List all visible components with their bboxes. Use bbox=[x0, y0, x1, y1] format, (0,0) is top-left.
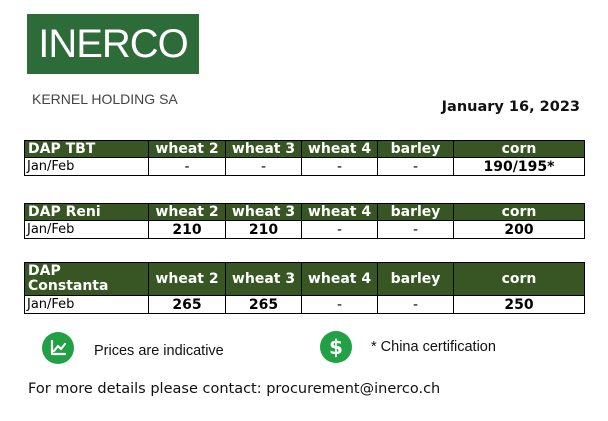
column-header: wheat 3 bbox=[225, 140, 302, 158]
logo-text: INERCO bbox=[38, 22, 189, 66]
price-cell: - bbox=[377, 220, 454, 239]
chart-icon bbox=[42, 332, 74, 364]
price-cell: 210 bbox=[148, 220, 226, 239]
price-table-tbt: DAP TBT wheat 2 wheat 3 wheat 4 barley c… bbox=[24, 140, 585, 176]
price-cell: - bbox=[377, 295, 454, 314]
price-cell: - bbox=[301, 157, 378, 176]
price-cell: - bbox=[301, 220, 378, 239]
price-cell: 200 bbox=[453, 220, 585, 239]
column-header: barley bbox=[377, 262, 454, 296]
price-table-constanta: DAP Constanta wheat 2 wheat 3 wheat 4 ba… bbox=[24, 262, 585, 314]
column-header: corn bbox=[453, 262, 585, 296]
table-header-row: DAP Constanta wheat 2 wheat 3 wheat 4 ba… bbox=[24, 262, 585, 296]
column-header: wheat 2 bbox=[148, 203, 226, 221]
column-header: barley bbox=[377, 203, 454, 221]
price-table-reni: DAP Reni wheat 2 wheat 3 wheat 4 barley … bbox=[24, 203, 585, 239]
port-name: DAP Constanta bbox=[24, 262, 149, 296]
column-header: wheat 3 bbox=[225, 262, 302, 296]
column-header: corn bbox=[453, 140, 585, 158]
price-cell: - bbox=[301, 295, 378, 314]
column-header: wheat 2 bbox=[148, 262, 226, 296]
column-header: wheat 3 bbox=[225, 203, 302, 221]
price-cell: - bbox=[225, 157, 302, 176]
port-name: DAP Reni bbox=[24, 203, 149, 221]
table-header-row: DAP Reni wheat 2 wheat 3 wheat 4 barley … bbox=[24, 203, 585, 221]
price-cell: - bbox=[148, 157, 226, 176]
column-header: corn bbox=[453, 203, 585, 221]
report-date: January 16, 2023 bbox=[441, 99, 580, 115]
table-row: Jan/Feb 210 210 - - 200 bbox=[24, 220, 585, 239]
inerco-logo: INERCO bbox=[27, 14, 199, 74]
period-cell: Jan/Feb bbox=[24, 220, 149, 239]
price-cell: 210 bbox=[225, 220, 302, 239]
price-cell: 265 bbox=[148, 295, 226, 314]
port-name: DAP TBT bbox=[24, 140, 149, 158]
column-header: wheat 4 bbox=[301, 203, 378, 221]
price-cell: 250 bbox=[453, 295, 585, 314]
contact-line: For more details please contact: procure… bbox=[28, 381, 441, 397]
column-header: barley bbox=[377, 140, 454, 158]
price-cell: - bbox=[377, 157, 454, 176]
indicative-note: Prices are indicative bbox=[94, 343, 224, 359]
column-header: wheat 2 bbox=[148, 140, 226, 158]
company-name: KERNEL HOLDING SA bbox=[32, 91, 178, 107]
price-cell: 190/195* bbox=[453, 157, 585, 176]
period-cell: Jan/Feb bbox=[24, 157, 149, 176]
table-row: Jan/Feb - - - - 190/195* bbox=[24, 157, 585, 176]
table-header-row: DAP TBT wheat 2 wheat 3 wheat 4 barley c… bbox=[24, 140, 585, 158]
column-header: wheat 4 bbox=[301, 140, 378, 158]
table-row: Jan/Feb 265 265 - - 250 bbox=[24, 295, 585, 314]
period-cell: Jan/Feb bbox=[24, 295, 149, 314]
dollar-symbol: $ bbox=[329, 335, 343, 359]
column-header: wheat 4 bbox=[301, 262, 378, 296]
price-cell: 265 bbox=[225, 295, 302, 314]
china-certification-note: * China certification bbox=[371, 339, 496, 355]
dollar-icon: $ bbox=[320, 331, 352, 363]
